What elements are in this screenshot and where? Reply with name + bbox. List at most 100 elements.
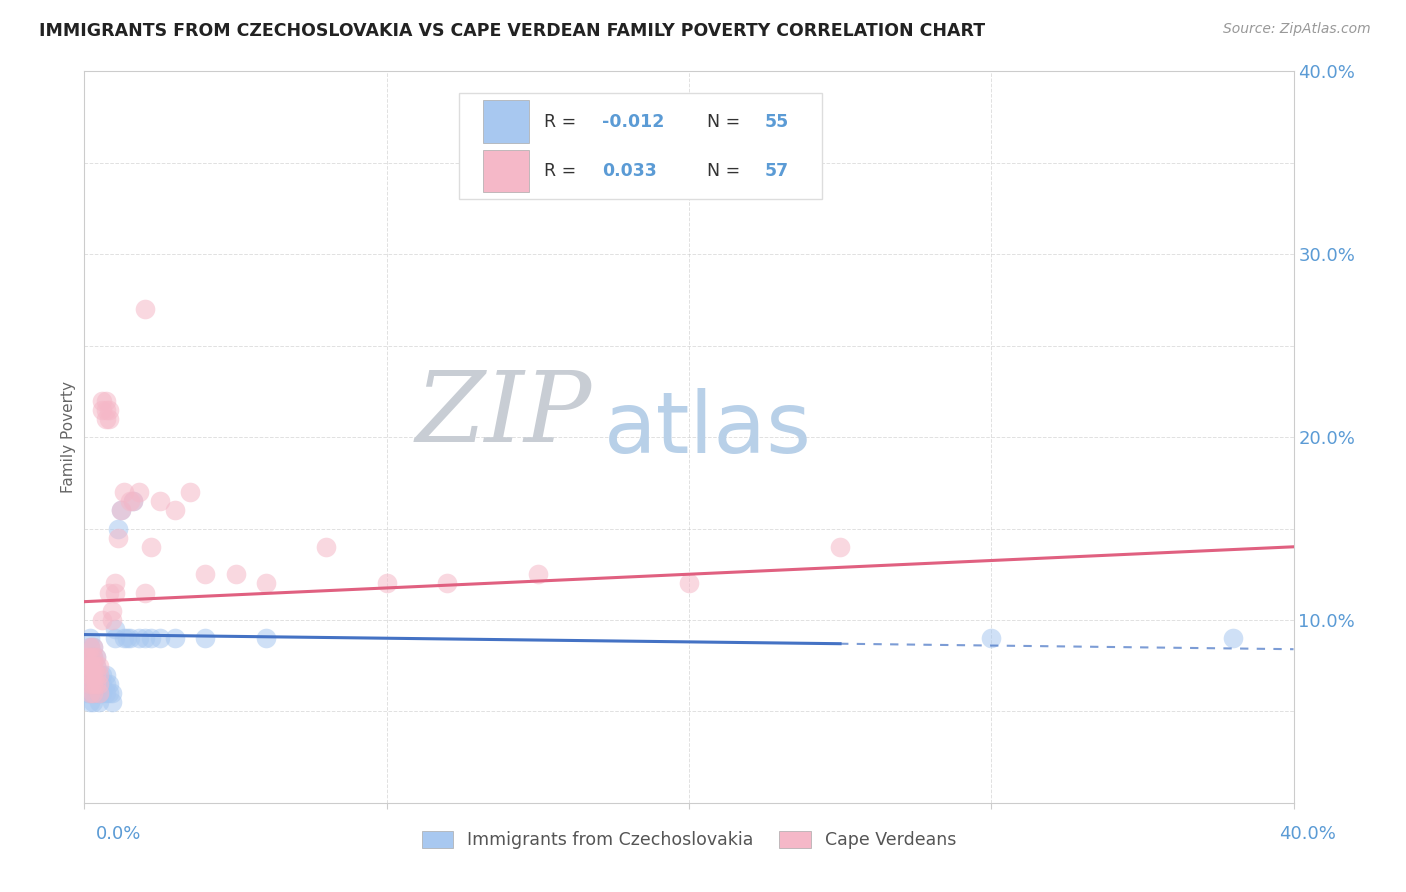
Text: R =: R = (544, 162, 582, 180)
Text: 57: 57 (765, 162, 789, 180)
Point (139, 540, 162, 554)
Point (100, 604, 122, 618)
Point (830, 540, 852, 554)
Point (97, 585, 120, 599)
Point (82, 686, 104, 700)
Point (225, 567, 247, 582)
Point (94, 402, 117, 417)
Point (112, 485, 135, 500)
Point (128, 632, 150, 646)
Point (79, 667, 101, 681)
Point (97, 402, 120, 417)
Point (89, 695, 111, 709)
Point (91, 613, 114, 627)
Point (82, 640, 104, 655)
Text: IMMIGRANTS FROM CZECHOSLOVAKIA VS CAPE VERDEAN FAMILY POVERTY CORRELATION CHART: IMMIGRANTS FROM CZECHOSLOVAKIA VS CAPE V… (39, 22, 986, 40)
Point (89, 658, 111, 673)
Point (678, 576, 700, 591)
Point (118, 632, 141, 646)
Point (110, 503, 132, 517)
Point (97, 686, 120, 700)
Point (91, 393, 114, 408)
Point (79, 658, 101, 673)
Point (86, 649, 108, 664)
Text: 0.0%: 0.0% (96, 825, 141, 843)
Point (89, 667, 111, 681)
Point (104, 622, 127, 636)
Point (82, 649, 104, 664)
Point (97, 412, 120, 426)
Point (86, 677, 108, 691)
Point (79, 686, 101, 700)
Point (112, 632, 135, 646)
Point (94, 677, 117, 691)
Point (375, 576, 398, 591)
FancyBboxPatch shape (484, 150, 529, 193)
Point (82, 667, 104, 681)
Point (91, 402, 114, 417)
Point (79, 640, 101, 655)
Point (104, 585, 127, 599)
Point (89, 686, 111, 700)
Point (1222, 632, 1244, 646)
Point (79, 686, 101, 700)
Point (79, 667, 101, 681)
Point (76, 677, 98, 691)
Point (82, 677, 104, 691)
Point (128, 485, 150, 500)
Point (79, 640, 101, 655)
Point (94, 667, 117, 681)
Y-axis label: Family Poverty: Family Poverty (60, 381, 76, 493)
Point (82, 658, 104, 673)
Point (104, 576, 127, 591)
Point (79, 649, 101, 664)
Point (79, 649, 101, 664)
Point (89, 677, 111, 691)
Text: 0.033: 0.033 (602, 162, 657, 180)
Text: 40.0%: 40.0% (1279, 825, 1336, 843)
Point (94, 412, 117, 426)
Point (79, 632, 101, 646)
Point (82, 686, 104, 700)
Point (165, 503, 187, 517)
Point (100, 695, 122, 709)
Point (194, 567, 217, 582)
Text: R =: R = (544, 112, 582, 130)
Point (254, 632, 277, 646)
Text: ZIP: ZIP (416, 368, 592, 463)
Legend: Immigrants from Czechoslovakia, Cape Verdeans: Immigrants from Czechoslovakia, Cape Ver… (415, 823, 963, 856)
Text: atlas: atlas (605, 388, 813, 471)
Point (76, 658, 98, 673)
Point (107, 531, 129, 545)
Point (436, 576, 458, 591)
Point (134, 632, 156, 646)
Point (82, 640, 104, 655)
Point (82, 667, 104, 681)
Point (76, 658, 98, 673)
Point (100, 613, 122, 627)
Point (104, 632, 127, 646)
Text: Source: ZipAtlas.com: Source: ZipAtlas.com (1223, 22, 1371, 37)
Point (97, 677, 120, 691)
FancyBboxPatch shape (484, 101, 529, 143)
Point (139, 632, 162, 646)
Point (91, 667, 114, 681)
Point (76, 649, 98, 664)
Point (86, 658, 108, 673)
Point (194, 632, 217, 646)
Text: N =: N = (707, 112, 745, 130)
Point (165, 632, 187, 646)
Point (110, 503, 132, 517)
Point (82, 677, 104, 691)
Point (89, 677, 111, 691)
Point (86, 667, 108, 681)
Point (179, 485, 201, 500)
Point (79, 677, 101, 691)
Text: N =: N = (707, 162, 745, 180)
Point (134, 585, 156, 599)
FancyBboxPatch shape (460, 94, 823, 200)
Point (79, 658, 101, 673)
Point (121, 494, 143, 508)
Point (76, 667, 98, 681)
Point (91, 677, 114, 691)
